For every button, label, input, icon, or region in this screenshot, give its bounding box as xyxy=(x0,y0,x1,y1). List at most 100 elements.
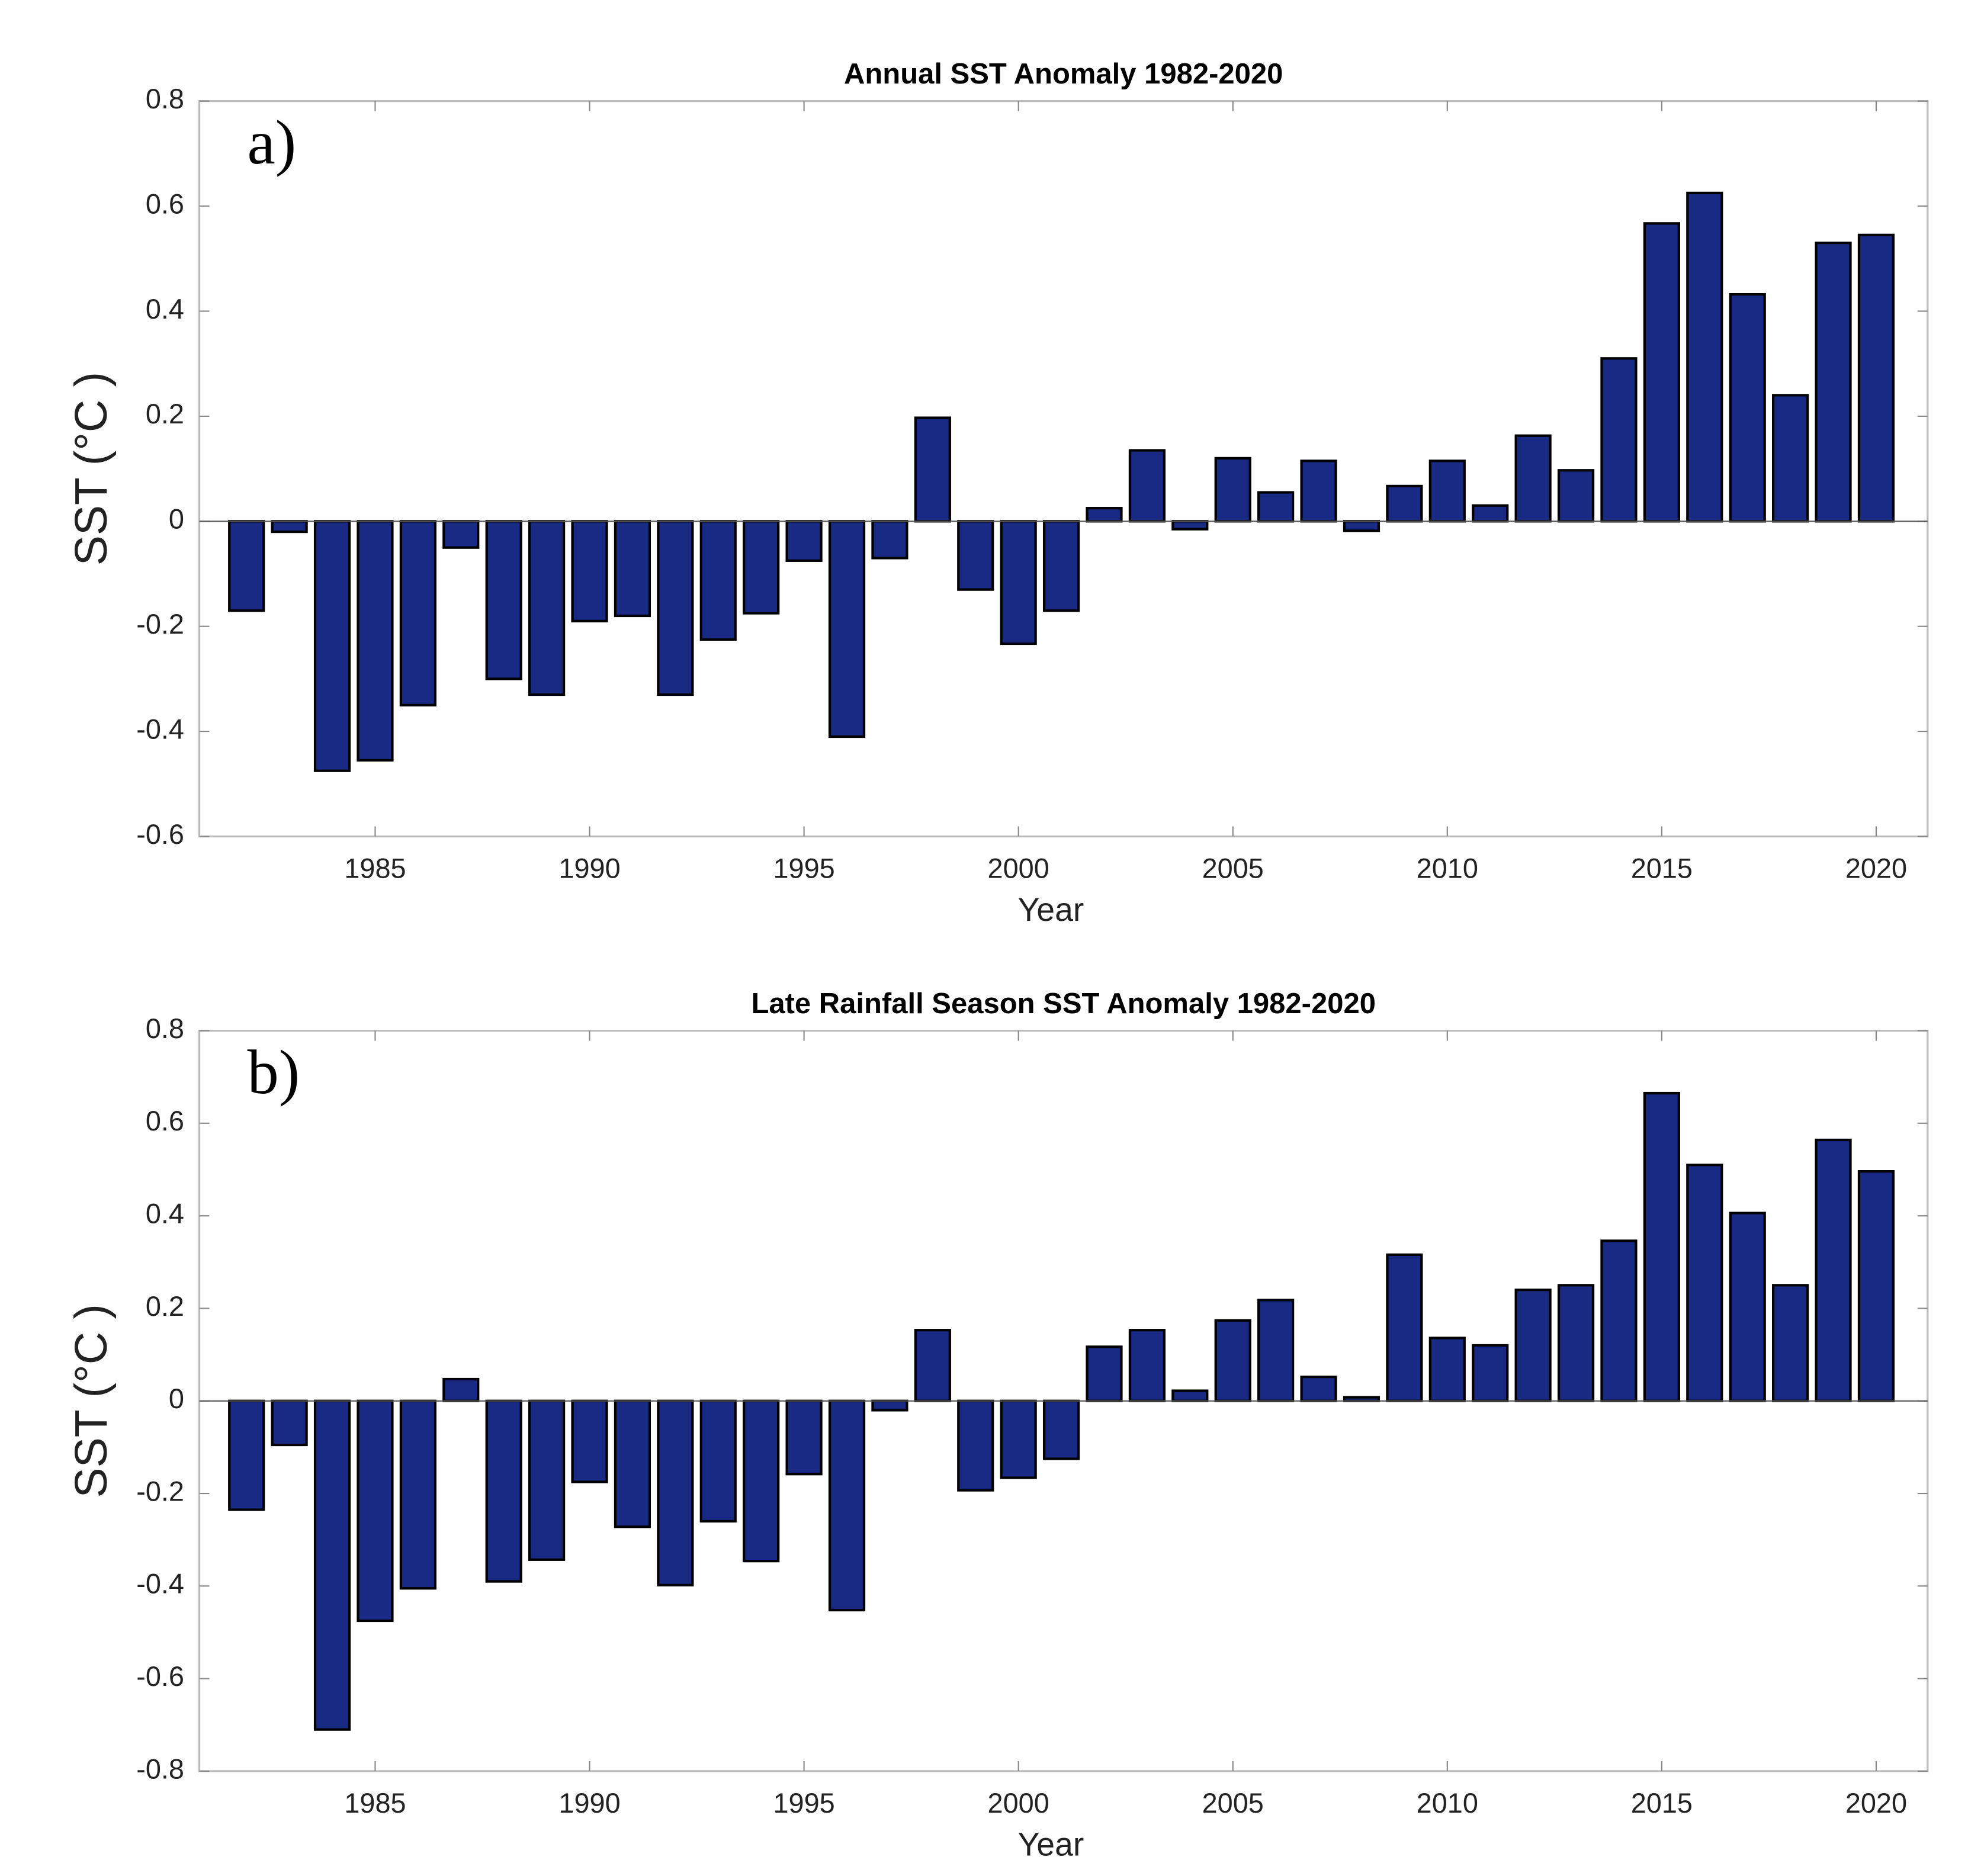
bar xyxy=(1300,1375,1337,1402)
bar xyxy=(1300,460,1337,523)
bar xyxy=(957,1399,994,1492)
bar xyxy=(1000,1399,1037,1479)
bar xyxy=(1815,1138,1852,1402)
y-tick-label: 0 xyxy=(169,504,184,535)
y-tick-label: 0.2 xyxy=(146,399,184,429)
plot-area xyxy=(198,100,1929,838)
x-tick-label: 2000 xyxy=(988,853,1049,884)
bar xyxy=(271,520,308,534)
bar xyxy=(1557,1284,1595,1402)
bar xyxy=(313,1399,351,1731)
bar xyxy=(1257,491,1295,523)
bar xyxy=(1729,1212,1766,1402)
bar xyxy=(871,520,908,560)
bar xyxy=(1386,484,1423,523)
x-tick-label: 1995 xyxy=(773,853,834,884)
y-tick-label: -0.4 xyxy=(136,714,184,744)
bar xyxy=(442,520,480,549)
bar xyxy=(614,520,651,618)
y-tick-label: 0.6 xyxy=(146,188,184,219)
x-tick-label: 2015 xyxy=(1631,853,1693,884)
bar xyxy=(1600,357,1638,523)
bar xyxy=(1857,233,1895,523)
bar xyxy=(313,520,351,772)
bar xyxy=(1128,449,1166,523)
bar xyxy=(1128,1329,1166,1402)
bar xyxy=(357,520,394,762)
bar xyxy=(1472,1344,1509,1402)
bar xyxy=(228,1399,265,1511)
bar xyxy=(957,520,994,591)
x-tick-label: 2005 xyxy=(1202,1788,1264,1819)
x-tick-label: 2010 xyxy=(1417,1788,1478,1819)
bar xyxy=(1000,520,1037,645)
bar xyxy=(571,1399,608,1483)
bar xyxy=(828,520,866,738)
y-tick-label: -0.2 xyxy=(136,1476,184,1506)
bar xyxy=(485,520,522,680)
bar xyxy=(357,1399,394,1623)
bar xyxy=(485,1399,522,1583)
x-tick-label: 1990 xyxy=(558,853,620,884)
bar xyxy=(1428,1337,1466,1402)
bar xyxy=(914,416,951,523)
y-axis-label: SST (°C ) xyxy=(66,372,117,566)
y-tick-label: 0.8 xyxy=(146,1013,184,1044)
x-tick-label: 1985 xyxy=(344,1788,406,1819)
y-tick-label: -0.6 xyxy=(136,819,184,850)
bar xyxy=(657,520,694,696)
x-tick-label: 2000 xyxy=(988,1788,1049,1819)
bar xyxy=(1600,1239,1638,1402)
bar xyxy=(399,520,436,706)
bar xyxy=(785,1399,823,1476)
bar xyxy=(528,520,566,696)
bar xyxy=(1214,457,1251,523)
x-tick-label: 1985 xyxy=(344,853,406,884)
bar xyxy=(1042,520,1080,612)
y-tick-label: -0.8 xyxy=(136,1753,184,1784)
x-axis-label: Year xyxy=(1017,1826,1084,1862)
bar xyxy=(1729,293,1766,523)
x-tick-label: 1990 xyxy=(558,1788,620,1819)
bar xyxy=(743,1399,780,1563)
bar xyxy=(399,1399,436,1590)
panel-label: a) xyxy=(248,108,297,178)
y-tick-label: 0.2 xyxy=(146,1291,184,1322)
bar xyxy=(442,1377,480,1402)
bar xyxy=(657,1399,694,1586)
bar xyxy=(1386,1253,1423,1402)
bar xyxy=(1686,1164,1723,1402)
bar xyxy=(571,520,608,622)
y-tick-label: -0.2 xyxy=(136,609,184,640)
bar xyxy=(1514,434,1552,523)
y-tick-label: 0.4 xyxy=(146,1199,184,1229)
y-tick-label: 0.4 xyxy=(146,294,184,325)
bar xyxy=(1686,191,1723,523)
bar xyxy=(1171,520,1209,531)
bar xyxy=(1171,1389,1209,1402)
y-axis-label: SST (°C ) xyxy=(66,1304,117,1498)
bar xyxy=(1214,1319,1251,1402)
bar xyxy=(1428,460,1466,523)
bar xyxy=(1343,520,1381,532)
y-tick-label: 0.8 xyxy=(146,83,184,114)
y-tick-label: 0 xyxy=(169,1383,184,1414)
bar xyxy=(1643,1091,1680,1402)
x-tick-label: 2010 xyxy=(1417,853,1478,884)
bar xyxy=(1042,1399,1080,1460)
bar xyxy=(1643,222,1680,523)
bar xyxy=(1257,1299,1295,1402)
bar xyxy=(1557,469,1595,523)
bar xyxy=(743,520,780,615)
bar xyxy=(228,520,265,612)
y-tick-label: -0.6 xyxy=(136,1661,184,1692)
x-axis-label: Year xyxy=(1017,891,1084,928)
bar xyxy=(1815,242,1852,523)
x-tick-label: 2020 xyxy=(1845,853,1907,884)
bar xyxy=(528,1399,566,1561)
bar xyxy=(871,1399,908,1412)
x-tick-label: 2015 xyxy=(1631,1788,1693,1819)
bar xyxy=(1472,504,1509,523)
